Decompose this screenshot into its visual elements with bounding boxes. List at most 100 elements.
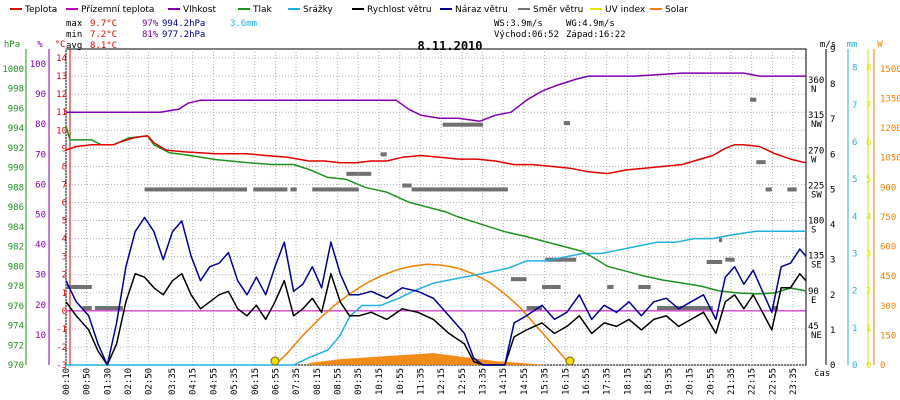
- x-tick-label: 18:15: [623, 368, 633, 395]
- degc-tick-label: -3: [56, 361, 67, 371]
- hpa-tick-label: 1000: [2, 65, 24, 75]
- mm-tick-label: 0: [852, 361, 857, 371]
- wind-direction-mark: [346, 171, 359, 176]
- w-tick-label: 450: [880, 272, 896, 282]
- degc-tick-label: -1: [56, 325, 67, 335]
- wind-direction-mark: [694, 306, 713, 311]
- grid: [65, 48, 807, 366]
- legend-label: UV index: [605, 5, 646, 15]
- legend-label: Teplota: [24, 5, 57, 15]
- legend-label: Rychlost větru: [367, 5, 432, 15]
- degc-tick-label: 6: [62, 198, 67, 208]
- w-tick-label: 1200: [880, 124, 900, 134]
- degc-tick-label: 2: [62, 271, 67, 281]
- stat-temp: 7.2°C: [90, 30, 117, 40]
- hpa-tick-label: 988: [8, 183, 24, 193]
- x-tick-label: 10:55: [396, 368, 406, 395]
- pct-tick-label: 30: [35, 271, 46, 281]
- wind-direction-mark: [222, 187, 235, 192]
- x-tick-label: 03:35: [168, 368, 178, 395]
- degc-tick-label: 10: [56, 126, 67, 136]
- series-solar: [274, 263, 571, 366]
- series-teplota: [65, 134, 807, 175]
- x-tick-label: 00:50: [82, 368, 92, 395]
- pct-tick-label: 100: [30, 60, 46, 70]
- hpa-tick-label: 992: [8, 144, 24, 154]
- pct-tick-label: 50: [35, 211, 46, 221]
- wind-direction-mark: [451, 187, 508, 192]
- wind-direction-mark: [510, 277, 527, 282]
- pct-tick-label: 70: [35, 150, 46, 160]
- x-tick-label: 02:50: [145, 368, 155, 395]
- pct-tick-label: 90: [35, 90, 46, 100]
- wind-direction-mark: [719, 238, 723, 243]
- mm-tick-label: 3: [852, 249, 857, 259]
- uv-marker: [270, 356, 280, 366]
- pct-tick-label: 40: [35, 241, 46, 251]
- x-tick-label: 17:35: [603, 368, 613, 395]
- dir-tick-label: S: [811, 226, 816, 236]
- x-tick-label: 22:55: [768, 368, 778, 395]
- stat-rain: 3.6mm: [230, 19, 257, 29]
- uv-tick-label: 2: [866, 287, 871, 297]
- x-tick-label: 16:15: [561, 368, 571, 395]
- x-tick-label: 06:55: [272, 368, 282, 395]
- ms-tick-label: 6: [830, 150, 835, 160]
- legend-label: Vlhkost: [183, 5, 216, 15]
- degc-tick-label: 8: [62, 162, 67, 172]
- degc-tick-label: 11: [56, 108, 67, 118]
- x-tick-label: 07:35: [292, 368, 302, 395]
- mm-tick-label: 4: [852, 212, 857, 222]
- series-srážky: [66, 230, 806, 366]
- axes: 9709729749769789809829849869889909929949…: [2, 40, 900, 371]
- degc-tick-label: 1: [62, 289, 67, 299]
- stat-sunset: Západ:16:22: [566, 30, 626, 40]
- x-tick-label: 16:55: [582, 368, 592, 395]
- w-tick-label: 750: [880, 213, 896, 223]
- wind-direction-mark: [563, 121, 570, 126]
- hpa-tick-label: 982: [8, 243, 24, 253]
- w-tick-label: 1350: [880, 94, 900, 104]
- w-tick-label: 1500: [880, 65, 900, 75]
- x-axis: 00:10 00:50 01:30 02:10 02:50 03:35 04:15 04:55…: [62, 368, 830, 395]
- dir-tick-label: 270: [808, 146, 824, 156]
- series-náraz-větru: [65, 216, 807, 366]
- dir-tick-label: SE: [811, 261, 822, 271]
- w-tick-label: 150: [880, 331, 896, 341]
- mm-tick-label: 1: [852, 324, 857, 334]
- x-tick-label: 14:15: [499, 368, 509, 395]
- dir-tick-label: SW: [811, 190, 822, 200]
- x-tick-label: 14:55: [520, 368, 530, 395]
- hpa-tick-label: 980: [8, 262, 24, 272]
- ms-tick-label: 4: [830, 221, 835, 231]
- degc-tick-label: 0: [62, 307, 67, 317]
- uv-tick-label: 1: [866, 324, 871, 334]
- legend-label: Tlak: [252, 5, 273, 15]
- dir-tick-label: 135: [808, 252, 824, 262]
- stat-hum: 97%: [142, 19, 159, 29]
- w-tick-label: 600: [880, 243, 896, 253]
- ms-tick-label: 3: [830, 256, 835, 266]
- wind-direction-mark: [638, 284, 651, 289]
- x-axis-unit: čas: [814, 368, 830, 379]
- ms-tick-label: 8: [830, 80, 835, 90]
- wind-direction-mark: [607, 284, 614, 289]
- wind-direction-mark: [771, 306, 779, 311]
- hpa-tick-label: 970: [8, 361, 24, 371]
- wind-direction-mark: [656, 306, 695, 311]
- wind-direction-mark: [402, 183, 412, 188]
- wind-direction-mark: [787, 187, 797, 192]
- ms-tick-label: 9: [830, 45, 835, 55]
- hpa-tick-label: 994: [8, 124, 24, 134]
- dir-tick-label: W: [811, 155, 817, 165]
- ms-axis-unit: m/s: [820, 40, 836, 50]
- wind-direction-mark: [750, 97, 757, 102]
- degc-tick-label: 7: [62, 180, 67, 190]
- ms-tick-label: 2: [830, 291, 835, 301]
- wind-direction-mark: [756, 160, 766, 165]
- stats-panel: max 9.7°C 97% 994.2hPa 3.6mm min 7.2°C 81% 977.2…: [66, 19, 626, 51]
- dir-tick-label: N: [811, 85, 816, 95]
- uv-marker: [565, 356, 575, 366]
- x-tick-label: 15:35: [541, 368, 551, 395]
